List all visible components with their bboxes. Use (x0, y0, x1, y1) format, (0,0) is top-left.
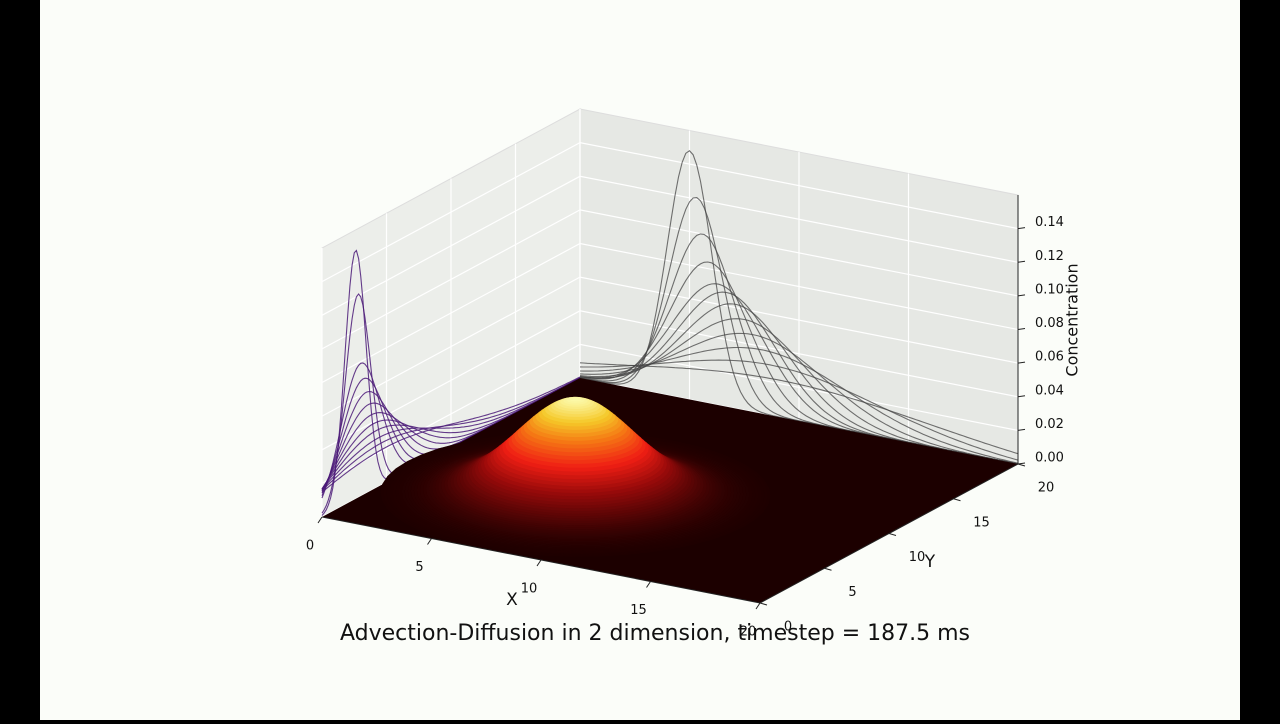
y-tick (953, 498, 961, 502)
profile-curve (579, 359, 1019, 461)
y-tick-label: 15 (973, 515, 990, 530)
x-tick-label: 0 (306, 539, 314, 554)
z-axis-label: Concentration (1063, 263, 1082, 376)
y-tick (824, 567, 832, 571)
y-tick-label: 10 (909, 550, 926, 565)
x-tick (317, 516, 323, 524)
z-tick (1017, 227, 1026, 230)
z-tick-label: 0.12 (1035, 249, 1064, 264)
chart-title: Advection-Diffusion in 2 dimension, time… (340, 621, 970, 646)
z-tick-label: 0.10 (1035, 282, 1064, 297)
y-tick-label: 0 (784, 620, 792, 635)
surface-band (572, 398, 579, 400)
z-tick (1017, 395, 1026, 398)
x-tick (755, 602, 761, 610)
profile-curve (321, 376, 581, 493)
z-tick-label: 0.06 (1035, 350, 1064, 365)
z-tick-label: 0.08 (1035, 316, 1064, 331)
x-tick (536, 559, 542, 567)
profile-curve (579, 346, 1019, 464)
profile-curve (321, 377, 581, 491)
x-tick-label: 15 (630, 603, 647, 618)
x-tick-label: 20 (740, 625, 757, 640)
y-tick-label: 5 (848, 585, 856, 600)
y-tick (759, 602, 768, 606)
x-tick (646, 581, 651, 588)
z-tick (1017, 462, 1026, 465)
z-tick (1017, 361, 1026, 364)
z-tick-label: 0.00 (1035, 451, 1064, 466)
x-axis-label: X (506, 590, 518, 610)
x-tick-label: 5 (415, 560, 423, 575)
z-tick (1017, 260, 1026, 263)
z-tick-label: 0.02 (1035, 417, 1064, 432)
x-tick-label: 10 (521, 582, 538, 597)
y-tick-label: 20 (1038, 481, 1055, 496)
y-tick (888, 533, 897, 536)
z-tick (1017, 328, 1026, 330)
z-tick (1017, 294, 1026, 297)
profile-curve (321, 377, 581, 490)
profile-curve (579, 362, 1019, 455)
z-tick-label: 0.04 (1035, 383, 1064, 398)
x-tick (427, 538, 432, 545)
z-tick-label: 0.14 (1035, 215, 1064, 230)
z-tick (1017, 428, 1026, 431)
y-axis-label: Y (924, 552, 936, 572)
